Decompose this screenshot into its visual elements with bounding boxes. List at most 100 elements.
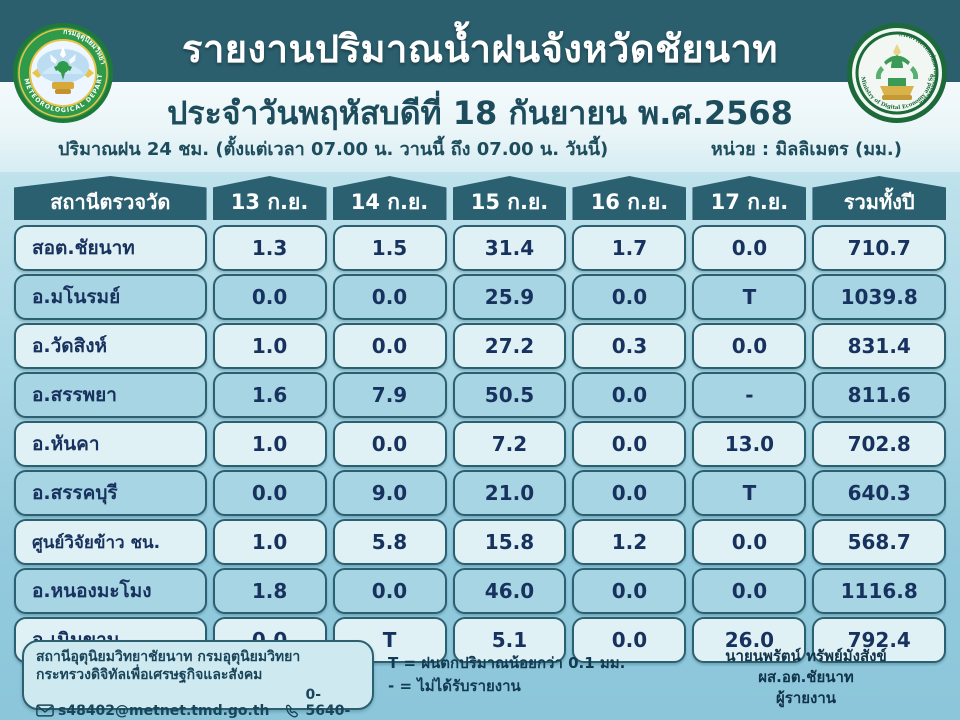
table-cell: 25.9	[452, 274, 567, 320]
table-cell: 9.0	[332, 470, 447, 516]
column-day-13: 13 ก.ย. 1.3 0.0 1.0 1.6 1.0 0.0 1.0 1.8 …	[212, 176, 327, 663]
column-day-17: 17 ก.ย. 0.0 T 0.0 - 13.0 T 0.0 0.0 26.0	[692, 176, 807, 663]
table-cell: 0.0	[332, 421, 447, 467]
table-cell: 0.0	[572, 617, 687, 663]
legend: T = ฝนตกปริมาณน้อยกว่า 0.1 มม. - = ไม่ได…	[388, 652, 658, 697]
table-cell: 7.9	[332, 372, 447, 418]
contact-row: s48402@metnet.tmd.go.th 0-5640-5202	[36, 687, 360, 720]
office-name-line2: กระทรวงดิจิทัลเพื่อเศรษฐกิจและสังคม	[36, 667, 263, 684]
table-cell: 13.0	[692, 421, 807, 467]
report-date: ประจำวันพฤหัสบดีที่ 18 กันยายน พ.ศ.2568	[167, 94, 793, 132]
reporter-position: ผส.อต.ชัยนาท	[758, 668, 854, 686]
table-cell: 0.0	[692, 519, 807, 565]
legend-dash: - = ไม่ได้รับรายงาน	[388, 676, 521, 695]
table-row: อ.สรรคบุรี	[14, 470, 207, 516]
column-header-day-15: 15 ก.ย.	[452, 176, 567, 220]
table-cell: 1.8	[212, 568, 327, 614]
column-header-day-13: 13 ก.ย.	[212, 176, 327, 220]
table-cell: 792.4	[812, 617, 947, 663]
table-cell: 1039.8	[812, 274, 947, 320]
table-cell: 1.5	[332, 225, 447, 271]
table-cell: T	[692, 470, 807, 516]
table-row: อ.หนองมะโมง	[14, 568, 207, 614]
reporter-signature: นายนพรัตน์ ทรัพย์มังสังข์ ผส.อต.ชัยนาท ผ…	[676, 646, 936, 709]
table-cell: 0.0	[572, 372, 687, 418]
ministry-digital-economy-society-logo-icon: กระทรวงดิจิทัลเพื่อเศรษฐกิจและสังคม Mini…	[846, 22, 947, 123]
table-cell: 46.0	[452, 568, 567, 614]
phone-text: 0-5640-5202	[305, 686, 351, 720]
email-group[interactable]: s48402@metnet.tmd.go.th	[36, 703, 270, 719]
table-cell: 0.3	[572, 323, 687, 369]
table-row: สอต.ชัยนาท	[14, 225, 207, 271]
table-cell: 1.7	[572, 225, 687, 271]
table-cell: 568.7	[812, 519, 947, 565]
header-subband	[0, 82, 960, 172]
column-header-day-16: 16 ก.ย.	[572, 176, 687, 220]
table-cell: 5.8	[332, 519, 447, 565]
table-cell: 31.4	[452, 225, 567, 271]
column-day-16: 16 ก.ย. 1.7 0.0 0.3 0.0 0.0 0.0 1.2 0.0 …	[572, 176, 687, 663]
table-cell: 1.3	[212, 225, 327, 271]
phone-icon	[285, 705, 298, 718]
column-header-station: สถานีตรวจวัด	[14, 176, 207, 220]
table-cell: 640.3	[812, 470, 947, 516]
table-cell: 27.2	[452, 323, 567, 369]
table-cell: 0.0	[692, 225, 807, 271]
table-cell: 0.0	[212, 470, 327, 516]
table-cell: 710.7	[812, 225, 947, 271]
column-day-14: 14 ก.ย. 1.5 0.0 0.0 7.9 0.0 9.0 5.8 0.0 …	[332, 176, 447, 663]
table-row: อ.วัดสิงห์	[14, 323, 207, 369]
period-note: ปริมาณฝน 24 ชม. (ตั้งแต่เวลา 07.00 น. วา…	[58, 139, 609, 160]
column-day-15: 15 ก.ย. 31.4 25.9 27.2 50.5 7.2 21.0 15.…	[452, 176, 567, 663]
unit-note: หน่วย : มิลลิเมตร (มม.)	[710, 139, 902, 160]
table-cell: 811.6	[812, 372, 947, 418]
phone-group[interactable]: 0-5640-5202	[284, 687, 360, 720]
table-cell: 1.0	[212, 519, 327, 565]
column-header-day-17: 17 ก.ย.	[692, 176, 807, 220]
table-cell: 1116.8	[812, 568, 947, 614]
envelope-icon	[36, 704, 54, 718]
table-cell: 5.1	[452, 617, 567, 663]
table-cell: 0.0	[572, 470, 687, 516]
column-station: สถานีตรวจวัด สอต.ชัยนาท อ.มโนรมย์ อ.วัดส…	[14, 176, 207, 663]
table-row: อ.มโนรมย์	[14, 274, 207, 320]
legend-t: T = ฝนตกปริมาณน้อยกว่า 0.1 มม.	[388, 654, 626, 672]
table-cell: 1.0	[212, 323, 327, 369]
table-cell: 7.2	[452, 421, 567, 467]
header-band	[0, 0, 960, 82]
table-cell: 0.0	[572, 568, 687, 614]
table-cell: 0.0	[332, 568, 447, 614]
table-cell: 15.8	[452, 519, 567, 565]
column-year-total: รวมทั้งปี 710.7 1039.8 831.4 811.6 702.8…	[812, 176, 947, 663]
rainfall-table: สถานีตรวจวัด สอต.ชัยนาท อ.มโนรมย์ อ.วัดส…	[14, 176, 947, 663]
table-cell: 1.0	[212, 421, 327, 467]
report-notes: ปริมาณฝน 24 ชม. (ตั้งแต่เวลา 07.00 น. วา…	[0, 134, 960, 163]
table-cell: 0.0	[692, 568, 807, 614]
table-cell: 0.0	[332, 274, 447, 320]
table-cell: 702.8	[812, 421, 947, 467]
table-cell: 0.0	[692, 323, 807, 369]
table-cell: 1.6	[212, 372, 327, 418]
column-header-day-14: 14 ก.ย.	[332, 176, 447, 220]
reporter-role: ผู้รายงาน	[775, 689, 837, 707]
table-cell: 1.2	[572, 519, 687, 565]
table-cell: 50.5	[452, 372, 567, 418]
column-header-year-total: รวมทั้งปี	[812, 176, 947, 220]
reporter-name: นายนพรัตน์ ทรัพย์มังสังข์	[725, 647, 887, 665]
email-text: s48402@metnet.tmd.go.th	[58, 702, 270, 719]
table-row: ศูนย์วิจัยข้าว ชน.	[14, 519, 207, 565]
table-cell: -	[692, 372, 807, 418]
meteorological-department-logo-icon: กรมอุตุนิยมวิทยา METEOROLOGICAL DEPARTME…	[12, 22, 113, 123]
table-row: อ.สรรพยา	[14, 372, 207, 418]
table-cell: 0.0	[572, 421, 687, 467]
table-cell: 0.0	[332, 323, 447, 369]
table-cell: 0.0	[572, 274, 687, 320]
table-cell: T	[692, 274, 807, 320]
table-cell: 21.0	[452, 470, 567, 516]
table-cell: 26.0	[692, 617, 807, 663]
table-cell: 831.4	[812, 323, 947, 369]
page-title: รายงานปริมาณน้ำฝนจังหวัดชัยนาท	[182, 27, 778, 71]
table-cell: 0.0	[212, 274, 327, 320]
table-row: อ.หันคา	[14, 421, 207, 467]
office-contact-box: สถานีอุตุนิยมวิทยาชัยนาท กรมอุตุนิยมวิทย…	[22, 640, 374, 720]
